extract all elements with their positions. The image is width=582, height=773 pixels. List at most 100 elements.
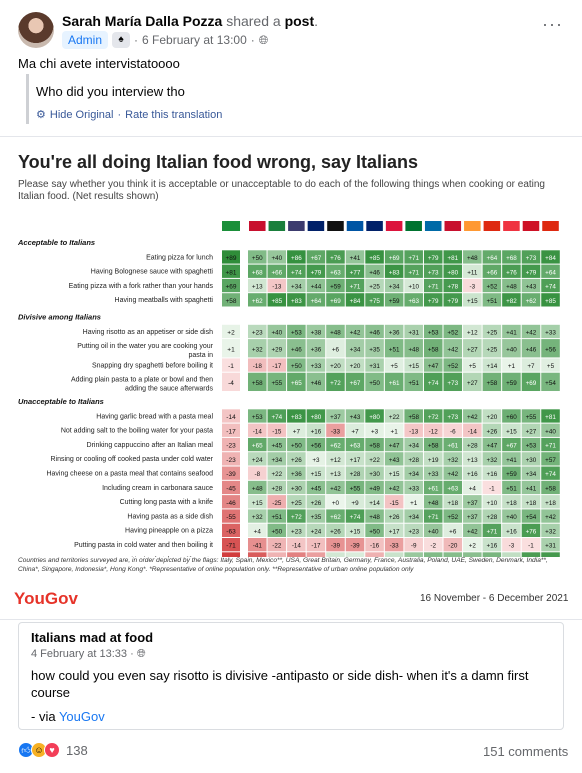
table-cell-value: +34 — [350, 346, 361, 353]
table-cell — [267, 552, 287, 557]
role-badge[interactable]: Admin — [62, 31, 109, 49]
avatar[interactable] — [18, 12, 54, 48]
table-cell-value: +51 — [487, 298, 498, 305]
table-cell-value: +34 — [408, 443, 419, 450]
table-cell — [287, 538, 306, 552]
table-cell — [404, 293, 423, 307]
table-cell — [267, 250, 287, 264]
shared-post-title[interactable]: Italians mad at food — [31, 630, 154, 645]
image-footnote: Countries and territories surveyed are, … — [18, 557, 548, 573]
reaction-count[interactable]: 138 — [66, 742, 88, 758]
table-cell — [365, 495, 384, 509]
table-cell-value: +40 — [506, 346, 517, 353]
table-cell-value: -22 — [272, 543, 282, 550]
more-options-button[interactable]: ··· — [542, 14, 563, 34]
table-cell-value: +4 — [469, 485, 477, 492]
post-image[interactable]: You're all doing Italian food wrong, say… — [0, 137, 582, 619]
italy-cell-value: -17 — [226, 428, 236, 435]
table-cell — [287, 293, 306, 307]
table-cell — [287, 339, 306, 358]
table-cell-value: +65 — [291, 380, 302, 387]
table-cell-value: +47 — [428, 363, 439, 370]
comments-count[interactable]: 151 comments — [483, 744, 569, 759]
table-cell-value: +28 — [271, 485, 282, 492]
table-cell — [267, 523, 287, 538]
table-cell-value: +40 — [428, 528, 439, 535]
section-label: Unacceptable to Italians — [18, 397, 104, 406]
table-cell — [287, 466, 306, 480]
table-cell-value: +26 — [389, 514, 400, 521]
spade-badge-icon[interactable]: ♠ — [112, 32, 131, 48]
table-cell — [326, 409, 345, 423]
table-cell — [541, 293, 560, 307]
reactions-summary[interactable]: 👍︎ ☺ ♥ 138 — [18, 742, 88, 758]
shared-text: shared a — [226, 13, 281, 29]
table-cell-value: +7 — [527, 363, 535, 370]
table-cell-value: +67 — [311, 255, 322, 262]
table-cell-value: -13 — [409, 428, 419, 435]
table-cell-value: +50 — [271, 528, 282, 535]
table-cell — [306, 250, 326, 264]
table-cell-value: +42 — [350, 329, 361, 336]
table-cell — [502, 452, 521, 466]
table-cell — [423, 339, 443, 358]
table-cell-value: +56 — [545, 346, 556, 353]
table-cell — [404, 409, 423, 423]
rate-translation-link[interactable]: Rate this translation — [125, 108, 223, 121]
table-cell — [521, 278, 541, 293]
table-cell — [326, 264, 345, 278]
table-cell-value: +15 — [252, 500, 263, 507]
table-cell — [463, 293, 482, 307]
table-cell-value: +45 — [311, 485, 322, 492]
table-cell — [326, 480, 345, 495]
row-label: Rinsing or cooling off cooked pasta unde… — [50, 456, 213, 463]
shared-post-card[interactable]: Italians mad at food 4 February at 13:33… — [18, 622, 564, 730]
hide-original-link[interactable]: Hide Original — [49, 108, 114, 121]
table-cell — [423, 372, 443, 392]
table-cell-value: +13 — [330, 471, 341, 478]
table-cell-value: +82 — [506, 298, 517, 305]
table-cell-value: +5 — [547, 363, 555, 370]
table-cell — [502, 480, 521, 495]
flag-icon — [288, 221, 305, 231]
table-cell — [345, 278, 365, 293]
post-link[interactable]: post — [284, 13, 315, 29]
table-cell — [248, 466, 267, 480]
timestamp[interactable]: 6 February at 13:00 — [142, 33, 247, 47]
table-cell — [248, 523, 267, 538]
table-cell — [541, 264, 560, 278]
table-cell — [365, 423, 384, 437]
table-cell-value: +80 — [447, 269, 458, 276]
table-cell-value: +79 — [526, 269, 537, 276]
table-cell-value: +35 — [311, 514, 322, 521]
table-cell — [541, 480, 560, 495]
table-cell — [287, 358, 306, 372]
table-cell-value: +81 — [447, 255, 458, 262]
shared-post-timestamp[interactable]: 4 February at 13:33 — [31, 648, 128, 660]
table-cell-value: +37 — [467, 514, 478, 521]
via-link[interactable]: YouGov — [58, 709, 105, 724]
globe-icon: 🌐︎ — [136, 648, 146, 660]
table-cell — [443, 466, 463, 480]
table-cell-value: +31 — [408, 329, 419, 336]
table-cell — [267, 437, 287, 452]
table-cell — [365, 358, 384, 372]
table-cell — [365, 339, 384, 358]
table-cell — [502, 250, 521, 264]
table-cell — [482, 339, 502, 358]
table-cell-value: +83 — [291, 298, 302, 305]
italy-cell — [222, 552, 240, 557]
table-cell-value: +37 — [467, 500, 478, 507]
table-cell-value: +79 — [447, 298, 458, 305]
table-cell-value: +75 — [369, 298, 380, 305]
table-cell — [541, 509, 560, 523]
table-cell-value: +79 — [428, 298, 439, 305]
author-name[interactable]: Sarah María Dalla Pozza — [62, 13, 223, 29]
table-cell — [248, 538, 267, 552]
flag-icon — [327, 221, 344, 231]
table-cell-value: +50 — [291, 363, 302, 370]
table-cell-value: +9 — [351, 500, 359, 507]
table-cell-value: +62 — [526, 298, 537, 305]
table-cell-value: +62 — [330, 514, 341, 521]
table-cell — [306, 409, 326, 423]
